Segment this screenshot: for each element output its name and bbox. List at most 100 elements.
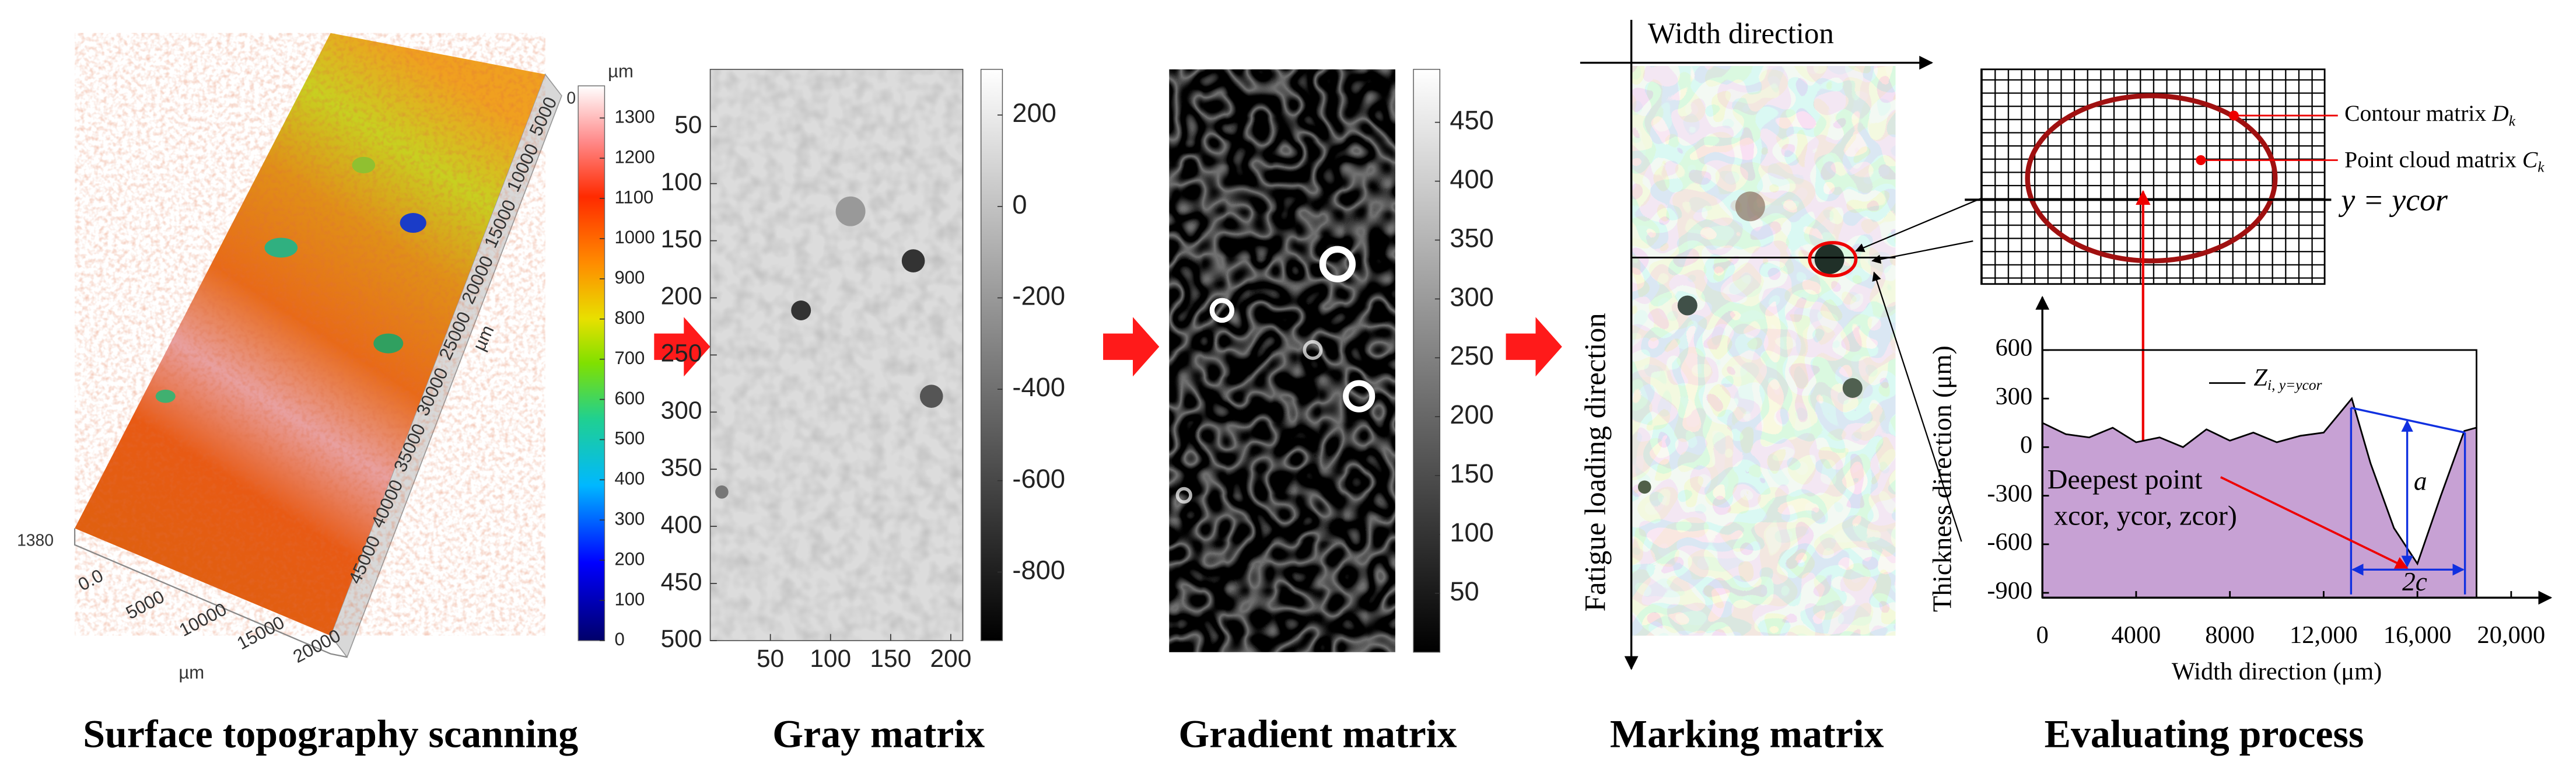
x-tick-label: 50 (757, 645, 784, 672)
depth-label: a (2414, 467, 2427, 496)
label-sub: k (2538, 158, 2544, 175)
x-tick-label: 100 (810, 645, 851, 672)
caption: Gradient matrix (1178, 711, 1457, 756)
marking-image (1631, 66, 1896, 636)
colorbar-tick-label: -800 (1012, 555, 1065, 585)
y-tick-label: 50 (674, 111, 702, 138)
deepest-arrow (2220, 476, 2409, 569)
colorbar-tick-label: 50 (1450, 576, 1479, 606)
y-tick-label: -900 (1987, 577, 2032, 604)
colorbar-tick-label: 800 (614, 307, 645, 328)
y-axis-title: Thickness direction (μm) (1928, 345, 1957, 612)
colorbar-tick-label: 700 (614, 348, 645, 368)
marking-pits (1637, 191, 1863, 494)
label-symbol: C (2522, 146, 2538, 172)
x-tick-label: 0.0 (75, 565, 107, 595)
y-tick-label: -600 (1987, 529, 2032, 556)
z-tick-label: 0 (566, 88, 576, 107)
profile-line (2042, 397, 2476, 566)
x-tick-label: 20,000 (2477, 621, 2546, 649)
colorbar-tick-label: 450 (1450, 106, 1494, 135)
y-tick-label: 100 (661, 168, 702, 195)
colorbar-tick-label: 0 (614, 629, 624, 649)
length-label: 2c (2402, 567, 2427, 596)
link-arrow (1872, 271, 1962, 542)
x-tick-label: 20000 (290, 625, 344, 667)
x-tick-label: 150 (870, 645, 911, 672)
colorbar-tick-label: 0 (1012, 190, 1027, 219)
colorbar-tick-label: 200 (1012, 98, 1056, 128)
colorbar-tick-label: 1100 (614, 187, 653, 207)
x-tick-label: 200 (930, 645, 972, 672)
label-text: Contour matrix (2344, 100, 2486, 126)
colorbar-tick-label: 400 (614, 469, 645, 489)
label-symbol: D (2491, 100, 2509, 126)
link-arrow (1871, 240, 1973, 264)
colorbar-tick-label: 150 (1450, 459, 1494, 488)
y-tick-label: 400 (661, 511, 702, 538)
contour (2025, 93, 2278, 264)
gradient-texture (1169, 69, 1395, 652)
y-tick-label: 450 (661, 568, 702, 595)
colorbar (578, 85, 606, 641)
loading-label: Fatigue loading direction (1580, 313, 1612, 611)
colorbar-tick-label: 100 (614, 589, 645, 609)
colorbar-tick-label: -600 (1012, 464, 1065, 494)
point-mesh (1980, 68, 2326, 285)
label-text: Point cloud matrix (2344, 146, 2516, 172)
x-tick-label: 0 (2036, 621, 2049, 649)
x-tick-label: 10000 (176, 599, 230, 641)
colorbar-tick-label: 900 (614, 267, 645, 288)
x-tick-label: 8000 (2205, 621, 2255, 649)
gradient-rings (1175, 246, 1376, 504)
colorbar-tick-label: 200 (1450, 400, 1494, 429)
colorbar-tick-label: 400 (1450, 165, 1494, 194)
colorbar-tick-label: 1200 (614, 146, 654, 167)
x-axis-title: Width direction (μm) (2172, 658, 2382, 685)
deepest-label: Deepest point (2048, 464, 2203, 495)
colorbar-tick-label: 300 (614, 508, 645, 529)
x-tick-label: 5000 (123, 586, 168, 623)
gray-pits (715, 196, 943, 499)
legend-label: Zi, y=ycor (2253, 364, 2322, 393)
legend-sub: i, y=ycor (2267, 376, 2322, 393)
y-tick-label: 250 (661, 340, 702, 367)
pit-marker (1808, 241, 1858, 278)
coords-label: xcor, ycor, zcor) (2054, 501, 2237, 532)
surface-edge (74, 528, 348, 658)
y-tick-label: 0 (2020, 431, 2032, 459)
colorbar-tick-label: 100 (1450, 518, 1494, 547)
colorbar-tick-label: -200 (1012, 281, 1065, 310)
gray-texture (710, 69, 963, 641)
colorbar-tick-label: 300 (1450, 282, 1494, 312)
colorbar-tick-label: 350 (1450, 223, 1494, 253)
caption: Marking matrix (1610, 711, 1884, 756)
link-arrow (1854, 194, 1990, 252)
ycor-label: y = ycor (2338, 182, 2448, 217)
legend-name: Z (2253, 364, 2267, 392)
contour-label: Contour matrix Dk (2344, 100, 2516, 129)
process-arrows (654, 317, 1562, 377)
y-tick-label: 600 (1996, 334, 2033, 362)
y-tick-label: 150 (661, 225, 702, 253)
y-tick-label: 300 (1996, 383, 2033, 410)
y-tick-label: -300 (1987, 480, 2032, 507)
y-tick-label: 500 (661, 625, 702, 652)
x-tick-label: 16,000 (2384, 621, 2452, 649)
y-tick-label: 350 (661, 453, 702, 481)
surface-pits (155, 156, 426, 403)
colorbar-tick-label: -400 (1012, 372, 1065, 402)
y-tick-label: 300 (661, 397, 702, 424)
x-tick-label: 4000 (2112, 621, 2161, 649)
label-sub: k (2509, 112, 2516, 129)
colorbar (980, 69, 1003, 641)
colorbar-tick-label: 200 (614, 548, 645, 569)
z-tick-label: 1380 (17, 531, 54, 550)
surface-texture (75, 33, 545, 636)
x-tick-label: 15000 (233, 612, 288, 654)
colorbar-tick-label: 250 (1450, 341, 1494, 370)
caption: Surface topography scanning (83, 711, 578, 756)
